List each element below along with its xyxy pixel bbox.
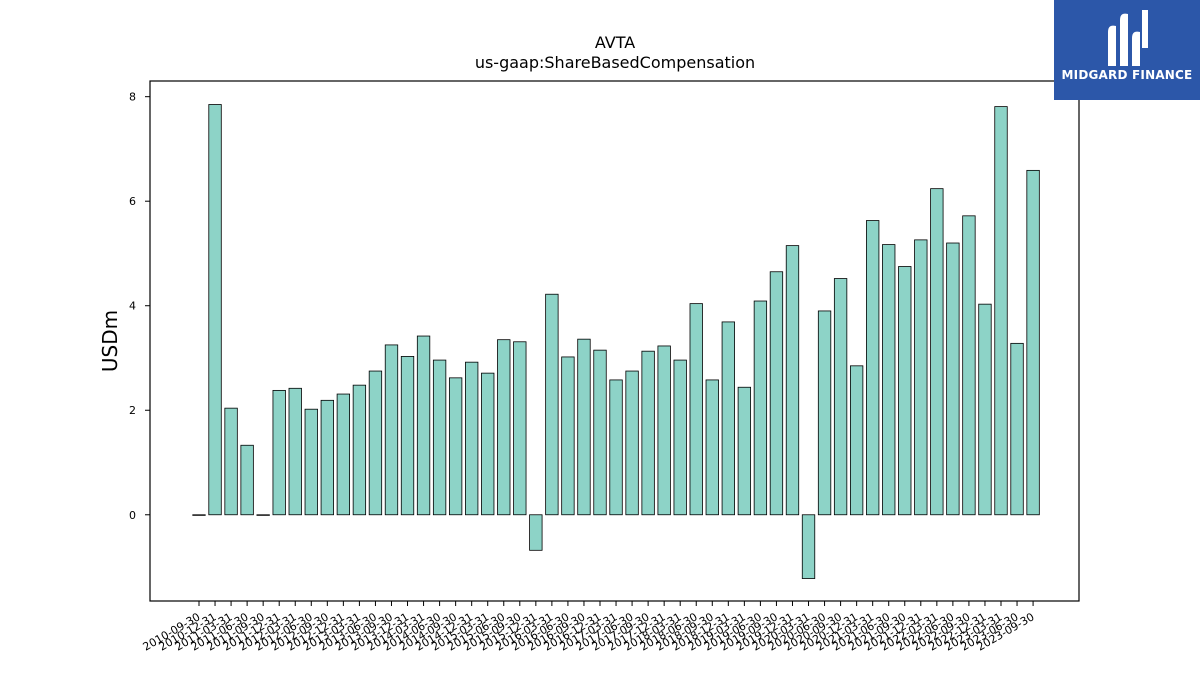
chart-title: AVTA bbox=[595, 33, 635, 52]
bar bbox=[432, 359, 447, 516]
bar bbox=[192, 514, 206, 516]
y-tick-label: 8 bbox=[129, 91, 136, 104]
bar bbox=[962, 215, 976, 516]
bar bbox=[288, 387, 302, 516]
bar bbox=[609, 379, 623, 516]
bar bbox=[978, 303, 992, 516]
y-tick-label: 4 bbox=[129, 300, 136, 313]
bar bbox=[769, 271, 784, 516]
bar bbox=[368, 370, 383, 516]
bar bbox=[641, 350, 655, 516]
bar bbox=[817, 310, 832, 516]
bar bbox=[465, 361, 479, 516]
bar bbox=[400, 356, 415, 516]
bar bbox=[930, 188, 944, 516]
bar bbox=[529, 514, 543, 551]
bar bbox=[224, 407, 238, 516]
midgard-logo-icon bbox=[1108, 10, 1148, 67]
bar bbox=[304, 408, 318, 516]
bar bbox=[208, 104, 222, 516]
bar bbox=[866, 220, 880, 516]
bar bbox=[240, 444, 254, 516]
bar bbox=[561, 356, 575, 516]
bar bbox=[849, 365, 864, 516]
y-tick-label: 2 bbox=[129, 404, 136, 417]
bar bbox=[1010, 342, 1024, 516]
bar bbox=[753, 300, 768, 516]
y-tick-label: 0 bbox=[129, 509, 136, 522]
bar bbox=[882, 244, 896, 516]
bar bbox=[481, 372, 495, 516]
bar bbox=[689, 303, 703, 516]
bar bbox=[384, 344, 399, 516]
bar bbox=[801, 514, 816, 579]
bars-group bbox=[192, 104, 1040, 579]
y-axis-label: USDm bbox=[98, 310, 122, 372]
bar bbox=[448, 377, 463, 516]
bar bbox=[721, 321, 735, 516]
bar bbox=[545, 293, 559, 516]
bar bbox=[1026, 169, 1040, 516]
bar bbox=[272, 389, 286, 516]
bar bbox=[994, 106, 1008, 516]
bar bbox=[785, 245, 800, 516]
bar bbox=[898, 266, 912, 516]
bar bbox=[256, 514, 270, 516]
brand-logo: MIDGARD FINANCE bbox=[1054, 0, 1200, 100]
bar bbox=[737, 386, 752, 516]
brand-name: MIDGARD FINANCE bbox=[1061, 68, 1193, 82]
y-tick-label: 6 bbox=[129, 195, 136, 208]
bar bbox=[577, 338, 591, 516]
bar bbox=[352, 384, 367, 516]
bar bbox=[336, 393, 351, 516]
bar bbox=[657, 345, 671, 516]
bar bbox=[513, 341, 527, 516]
bar bbox=[673, 359, 687, 516]
chart-subtitle: us-gaap:ShareBasedCompensation bbox=[475, 53, 755, 72]
bar bbox=[320, 399, 334, 516]
plot-frame bbox=[149, 80, 1080, 602]
bar bbox=[593, 349, 607, 516]
y-axis: 0 2 4 6 8 bbox=[129, 91, 150, 522]
bar bbox=[833, 278, 848, 516]
bar bbox=[705, 379, 719, 516]
bar bbox=[497, 339, 511, 516]
bar bbox=[625, 370, 639, 516]
bar bbox=[946, 242, 960, 516]
x-axis: 2010-09-302010-12-312011-03-312011-06-30… bbox=[141, 601, 1037, 654]
bar bbox=[914, 239, 928, 516]
bar bbox=[416, 335, 431, 516]
